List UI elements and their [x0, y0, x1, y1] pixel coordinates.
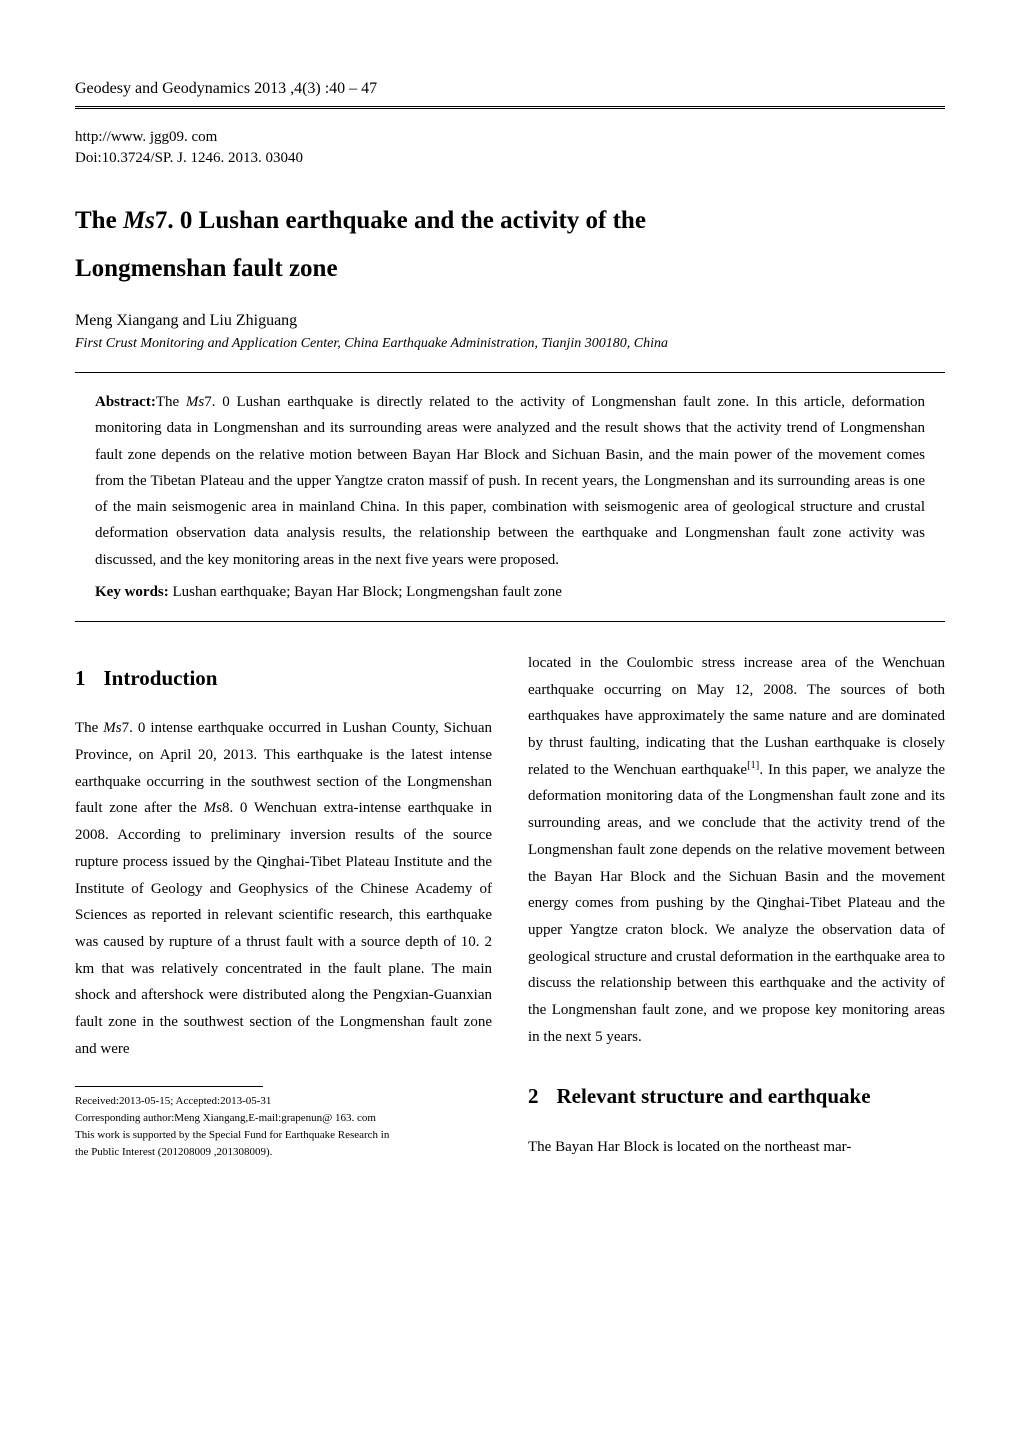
- abstract-paragraph: Abstract:The Ms7. 0 Lushan earthquake is…: [95, 389, 925, 573]
- affiliation: First Crust Monitoring and Application C…: [75, 336, 945, 352]
- section2-title: Relevant structure and earthquake: [557, 1084, 871, 1108]
- section2-para1: The Bayan Har Block is located on the no…: [528, 1134, 945, 1161]
- abstract-ms: Ms: [186, 394, 204, 410]
- abstract-body: 7. 0 Lushan earthquake is directly relat…: [95, 394, 925, 568]
- title-line2: Longmenshan fault zone: [75, 255, 338, 282]
- keywords-text: Lushan earthquake; Bayan Har Block; Long…: [169, 584, 562, 600]
- s1-textb: 8. 0 Wenchuan extra-intense earthquake i…: [75, 800, 492, 1056]
- article-title: The Ms7. 0 Lushan earthquake and the act…: [75, 197, 945, 292]
- section1-para1: The Ms7. 0 intense earthquake occurred i…: [75, 715, 492, 1062]
- section2-heading: 2 Relevant structure and earthquake: [528, 1078, 945, 1115]
- s1-ms: Ms: [103, 720, 121, 736]
- abstract-block: Abstract:The Ms7. 0 Lushan earthquake is…: [75, 389, 945, 605]
- title-prefix: The: [75, 207, 123, 234]
- keywords-line: Key words: Lushan earthquake; Bayan Har …: [95, 579, 925, 605]
- s1-prefix: The: [75, 720, 103, 736]
- footnote-divider: [75, 1086, 263, 1087]
- title-ms: Ms: [123, 207, 155, 234]
- section1-num: 1: [75, 660, 86, 697]
- authors: Meng Xiangang and Liu Zhiguang: [75, 312, 945, 330]
- header-divider: [75, 106, 945, 109]
- two-column-body: 1 Introduction The Ms7. 0 intense earthqu…: [75, 650, 945, 1162]
- abstract-prefix: The: [156, 394, 186, 410]
- doi-line: Doi:10.3724/SP. J. 1246. 2013. 03040: [75, 150, 945, 167]
- section1-title: Introduction: [104, 666, 218, 690]
- section2-num: 2: [528, 1078, 539, 1115]
- col2-textb: . In this paper, we analyze the deformat…: [528, 762, 945, 1045]
- citation-1: [1]: [747, 760, 759, 771]
- footnote-support2: the Public Interest (201208009 ,20130800…: [75, 1144, 492, 1161]
- section-divider-bottom: [75, 621, 945, 622]
- footnote-received: Received:2013-05-15; Accepted:2013-05-31: [75, 1093, 492, 1110]
- left-column: 1 Introduction The Ms7. 0 intense earthqu…: [75, 650, 492, 1162]
- footnote-support1: This work is supported by the Special Fu…: [75, 1127, 492, 1144]
- footnote-corresponding: Corresponding author:Meng Xiangang,E-mai…: [75, 1110, 492, 1127]
- s1-ms2: Ms: [204, 800, 222, 816]
- col2-texta: located in the Coulombic stress increase…: [528, 655, 945, 778]
- section-divider-top: [75, 372, 945, 373]
- abstract-label: Abstract:: [95, 394, 156, 410]
- url-line: http://www. jgg09. com: [75, 129, 945, 146]
- col2-continuation: located in the Coulombic stress increase…: [528, 650, 945, 1050]
- keywords-label: Key words:: [95, 584, 169, 600]
- journal-header: Geodesy and Geodynamics 2013 ,4(3) :40 –…: [75, 80, 945, 98]
- section1-heading: 1 Introduction: [75, 660, 492, 697]
- right-column: located in the Coulombic stress increase…: [528, 650, 945, 1162]
- title-rest: 7. 0 Lushan earthquake and the activity …: [155, 207, 646, 234]
